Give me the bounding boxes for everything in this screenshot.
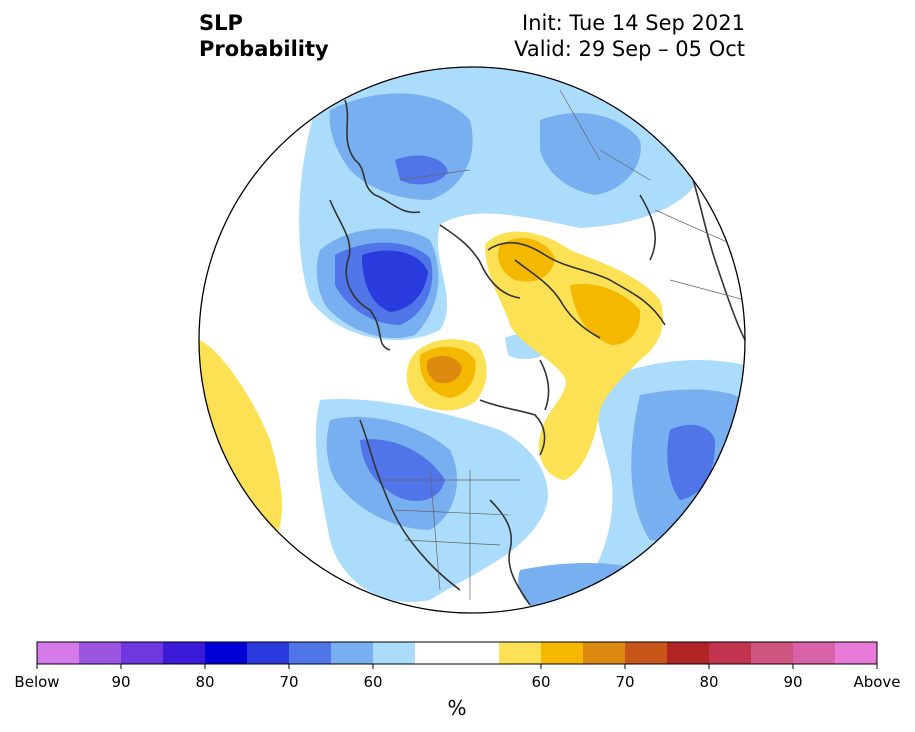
- above-60-region: [570, 283, 641, 345]
- init-date: Init: Tue 14 Sep 2021: [522, 11, 745, 35]
- colorbar-label: Above: [853, 673, 901, 691]
- colorbar-label: 90: [111, 673, 131, 691]
- above-60-region: [498, 238, 555, 282]
- colorbar-cell: [289, 642, 332, 664]
- colorbar-label: 90: [783, 673, 803, 691]
- below-70-region: [395, 155, 448, 185]
- colorbar-cell: [457, 642, 500, 664]
- title-subtitle: Probability: [199, 37, 329, 61]
- colorbar-cell: [415, 642, 458, 664]
- colorbar-cell: [583, 642, 626, 664]
- colorbar: [36, 641, 878, 669]
- map-boundary: [198, 66, 746, 614]
- colorbar-cell: [247, 642, 290, 664]
- below-70-region: [360, 439, 445, 501]
- colorbar-cell: [835, 642, 878, 664]
- coastlines: [329, 99, 745, 606]
- above-70-region: [426, 355, 462, 384]
- below-60-region: [540, 112, 641, 195]
- colorbar-cell: [709, 642, 752, 664]
- colorbar-cell: [121, 642, 164, 664]
- below-80-region: [362, 250, 428, 312]
- colorbar-cell: [331, 642, 374, 664]
- above-normal-region: [199, 340, 282, 540]
- colorbar-cell: [625, 642, 668, 664]
- colorbar-label: 60: [363, 673, 383, 691]
- colorbar-cell: [751, 642, 794, 664]
- colorbar-cell: [205, 642, 248, 664]
- forecast-dates: Init: Tue 14 Sep 2021 Valid: 29 Sep – 05…: [514, 10, 745, 62]
- colorbar-cell: [79, 642, 122, 664]
- colorbar-label: Below: [14, 673, 60, 691]
- colorbar-label: 80: [195, 673, 215, 691]
- colorbar-cell: [373, 642, 416, 664]
- probability-field: [199, 67, 745, 613]
- colorbar-label: 60: [531, 673, 551, 691]
- colorbar-label: 80: [699, 673, 719, 691]
- colorbar-label: 70: [615, 673, 635, 691]
- colorbar-cell: [541, 642, 584, 664]
- title-variable: SLP: [199, 11, 243, 35]
- colorbar-units: %: [447, 696, 467, 720]
- colorbar-cell: [499, 642, 542, 664]
- colorbar-cell: [37, 642, 80, 664]
- colorbar-cell: [163, 642, 206, 664]
- borders: [380, 89, 745, 600]
- polar-map: [198, 66, 746, 614]
- colorbar-label: 70: [279, 673, 299, 691]
- colorbar-cell: [667, 642, 710, 664]
- below-70-region: [667, 424, 716, 500]
- colorbar-cell: [793, 642, 836, 664]
- valid-period: Valid: 29 Sep – 05 Oct: [514, 37, 745, 61]
- map-title: SLP Probability: [199, 10, 329, 62]
